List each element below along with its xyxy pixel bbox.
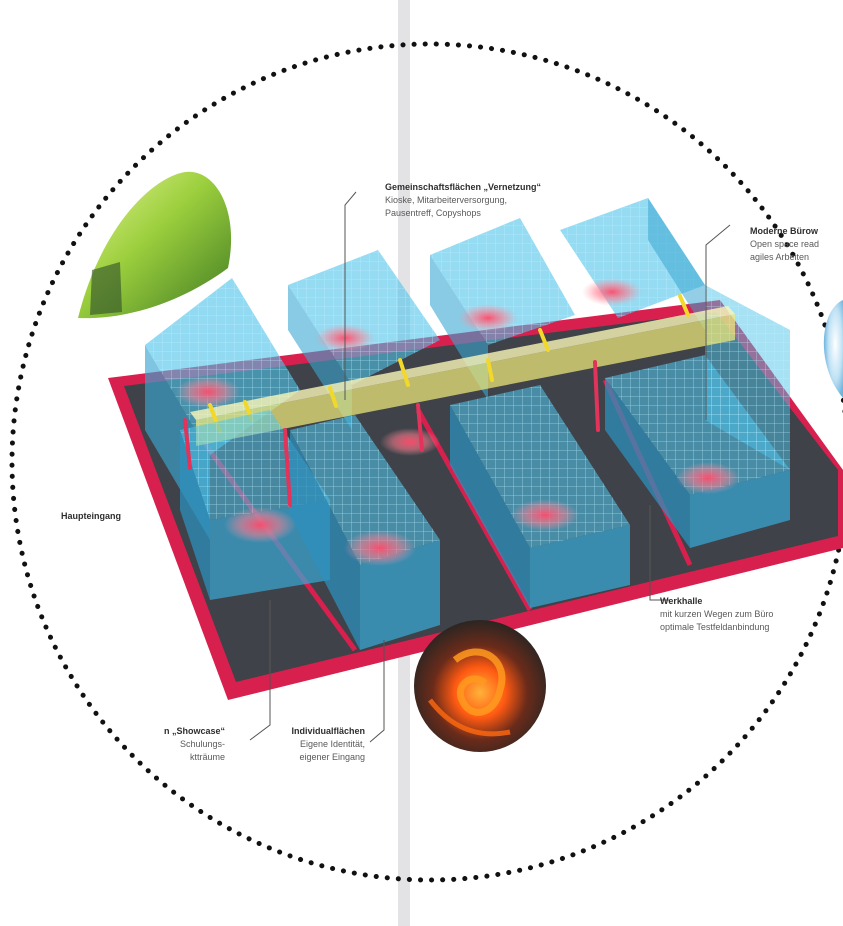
dotted-frame-circle <box>9 41 843 883</box>
label-showcase-line-2: ktträume <box>189 752 225 762</box>
label-moderne-buero-line-2: agiles Arbeiten <box>750 252 810 262</box>
label-werkhalle-line-1: mit kurzen Wegen zum Büro <box>660 609 774 619</box>
label-individualflaechen-line-2: eigener Eingang <box>299 752 365 762</box>
label-werkhalle: Werkhalle mit kurzen Wegen zum Büro opti… <box>660 595 773 634</box>
label-werkhalle-line-2: optimale Testfeldanbindung <box>660 622 770 632</box>
front-block-4 <box>605 355 790 548</box>
label-gemeinschaftsflaechen-line-2: Pausentreff, Copyshops <box>385 208 481 218</box>
label-gemeinschaftsflaechen-title: Gemeinschaftsflächen „Vernetzung“ <box>385 182 542 192</box>
label-individualflaechen-line-1: Eigene Identität, <box>299 739 365 749</box>
label-gemeinschaftsflaechen: Gemeinschaftsflächen „Vernetzung“ Kioske… <box>385 181 541 220</box>
label-individualflaechen: Individualflächen Eigene Identität, eige… <box>285 725 365 764</box>
label-moderne-buero: Moderne Bürow Open space read agiles Arb… <box>750 225 819 264</box>
label-haupteingang: Haupteingang <box>61 510 121 523</box>
label-gemeinschaftsflaechen-line-1: Kioske, Mitarbeiterversorgung, <box>385 195 508 205</box>
label-moderne-buero-title: Moderne Bürow <box>750 226 819 236</box>
front-block-3 <box>450 385 630 608</box>
label-werkhalle-title: Werkhalle <box>660 596 703 606</box>
label-showcase: n „Showcase“ Schulungs- ktträume <box>130 725 225 764</box>
label-showcase-title: n „Showcase“ <box>163 726 225 736</box>
front-block-2 <box>290 415 440 650</box>
label-moderne-buero-line-1: Open space read <box>750 239 820 249</box>
sky-photo-inset <box>823 300 843 398</box>
connector-bridge <box>190 294 735 446</box>
label-haupteingang-title: Haupteingang <box>61 511 121 521</box>
label-showcase-line-1: Schulungs- <box>179 739 225 749</box>
label-individualflaechen-title: Individualflächen <box>291 726 365 736</box>
